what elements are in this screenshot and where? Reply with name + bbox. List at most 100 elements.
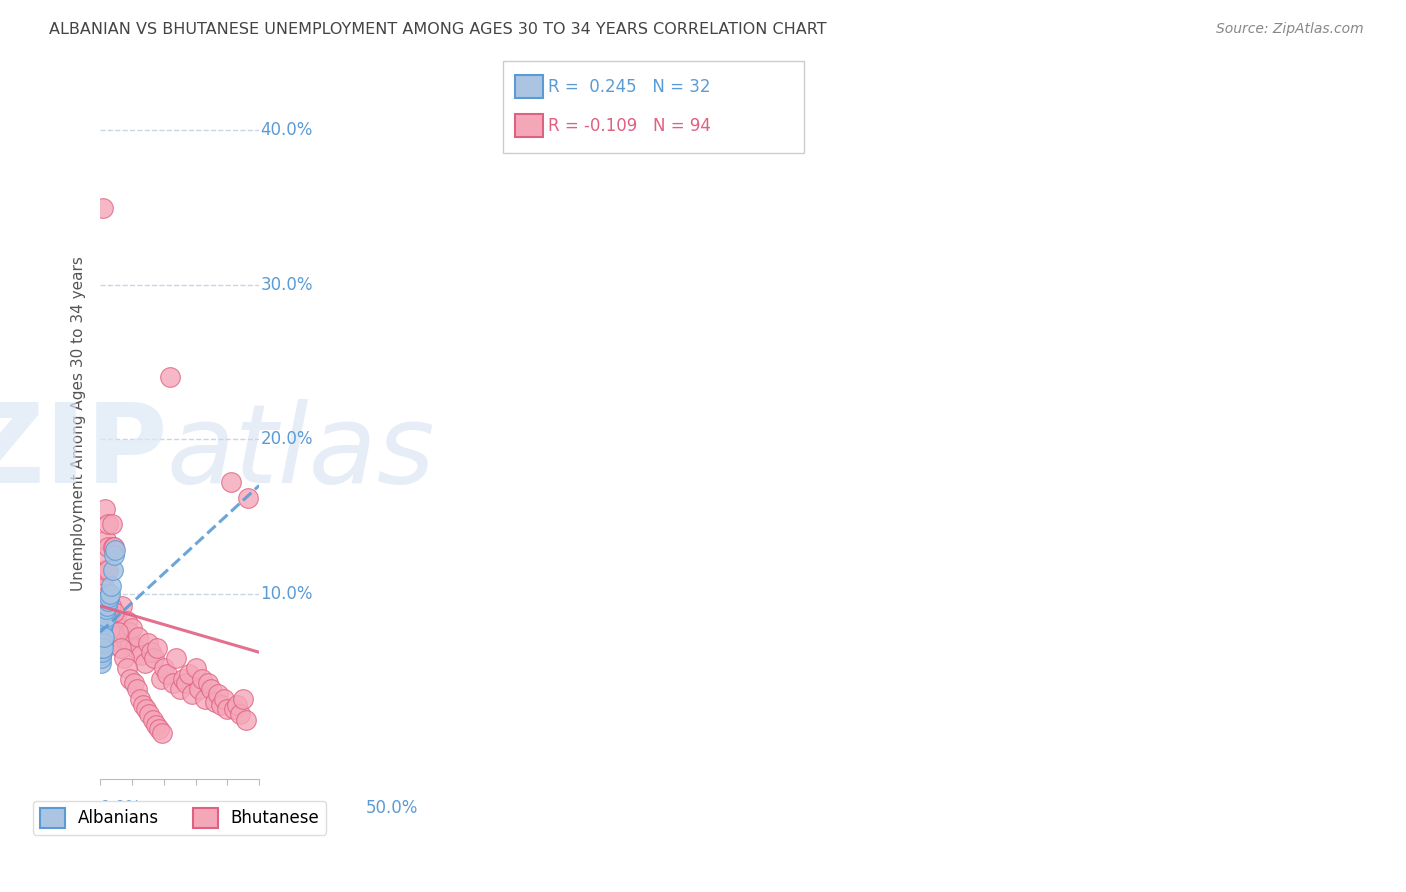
Point (94, 609, 117, 624)
Point (222, 702, 245, 716)
Point (98, 625, 121, 640)
Point (91, 599, 114, 613)
Point (122, 676, 145, 690)
Point (111, 599, 134, 613)
Text: 30.0%: 30.0% (260, 276, 314, 293)
Point (120, 636, 142, 650)
Point (138, 707, 160, 722)
Point (96, 602, 118, 616)
Point (132, 698, 155, 712)
Point (136, 636, 159, 650)
Point (169, 682, 191, 697)
Point (146, 640, 169, 655)
Point (94, 548, 117, 562)
Point (124, 640, 146, 655)
Point (125, 682, 148, 697)
Point (194, 691, 217, 706)
Point (200, 682, 222, 697)
Point (110, 640, 132, 655)
Point (107, 625, 129, 640)
Point (94, 563, 117, 577)
Point (104, 543, 127, 558)
Text: 20.0%: 20.0% (260, 430, 314, 448)
Point (103, 605, 125, 619)
Point (98, 590, 121, 604)
Point (97, 594, 120, 608)
Point (93, 501, 115, 516)
Point (174, 676, 197, 690)
Point (197, 676, 219, 690)
Point (97, 517, 120, 532)
Point (91, 621, 114, 635)
Point (120, 672, 142, 686)
Point (114, 632, 136, 647)
Point (90, 644, 112, 658)
Point (91, 201, 114, 215)
Point (90, 632, 112, 647)
Point (235, 713, 257, 727)
Point (115, 661, 138, 675)
Point (101, 541, 124, 555)
Text: 50.0%: 50.0% (366, 799, 418, 817)
Point (91, 640, 114, 655)
Point (115, 615, 138, 629)
Point (103, 615, 125, 629)
Point (217, 702, 239, 716)
Point (139, 645, 162, 659)
Point (105, 609, 128, 624)
Point (94, 615, 117, 629)
Point (191, 672, 214, 686)
Point (93, 602, 115, 616)
Point (209, 698, 232, 712)
Point (100, 599, 122, 613)
Text: ZIP: ZIP (0, 399, 167, 506)
Point (127, 630, 149, 644)
Point (96, 632, 118, 647)
Point (103, 541, 125, 555)
Point (232, 691, 254, 706)
Point (101, 563, 124, 577)
Point (91, 632, 114, 647)
Point (159, 370, 181, 384)
Point (152, 661, 174, 675)
Point (96, 533, 118, 547)
Point (118, 625, 141, 640)
Point (91, 645, 114, 659)
Point (103, 548, 125, 562)
Text: 10.0%: 10.0% (260, 584, 314, 603)
Point (149, 672, 172, 686)
Point (172, 672, 194, 686)
Point (135, 702, 157, 716)
Point (112, 651, 135, 665)
Point (90, 651, 112, 665)
Point (91, 628, 114, 642)
Point (236, 491, 259, 505)
Point (90, 640, 112, 655)
Point (207, 687, 229, 701)
Point (134, 656, 156, 670)
Point (131, 648, 153, 663)
Point (204, 695, 226, 709)
Point (225, 698, 247, 712)
Point (90, 621, 112, 635)
Point (91, 617, 114, 632)
Point (142, 713, 165, 727)
Point (150, 725, 173, 739)
Point (94, 590, 117, 604)
Point (219, 475, 242, 490)
Text: 0.0%: 0.0% (100, 799, 142, 817)
Point (179, 666, 201, 681)
Point (90, 648, 112, 663)
Point (148, 723, 170, 737)
Point (162, 676, 184, 690)
Text: 40.0%: 40.0% (260, 121, 312, 139)
Point (156, 666, 179, 681)
Point (101, 517, 124, 532)
Text: R =  0.245   N = 32: R = 0.245 N = 32 (548, 78, 711, 95)
Legend: Albanians, Bhutanese: Albanians, Bhutanese (34, 801, 326, 835)
Point (108, 621, 131, 635)
Point (93, 568, 115, 582)
Point (91, 617, 114, 632)
Point (104, 625, 127, 640)
Point (91, 625, 114, 640)
